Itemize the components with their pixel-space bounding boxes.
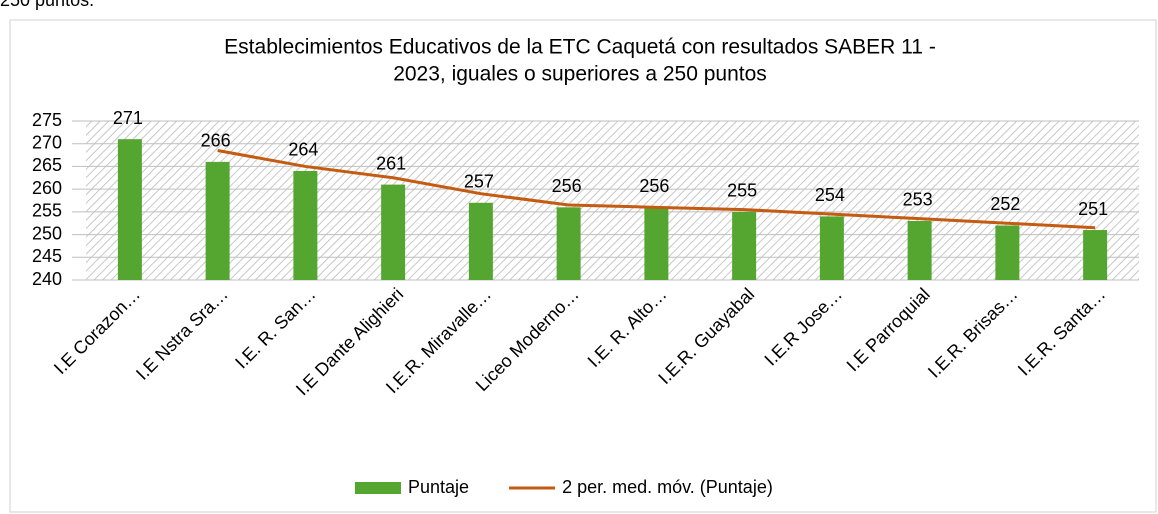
data-label: 264 [288, 140, 318, 160]
bar [293, 170, 318, 280]
bar [732, 211, 757, 280]
data-label: 251 [1078, 199, 1108, 219]
legend-label: Puntaje [408, 477, 469, 497]
legend-label: 2 per. med. móv. (Puntaje) [562, 477, 773, 497]
x-tick-label: I.E. R. San… [231, 284, 319, 372]
bar [381, 184, 406, 280]
data-label: 256 [639, 176, 669, 196]
y-tick-label: 255 [32, 201, 62, 221]
data-label: 257 [464, 172, 494, 192]
x-tick-label: I.E Parroquial [843, 284, 934, 375]
legend-swatch [355, 482, 401, 494]
y-tick-label: 270 [32, 132, 62, 152]
y-tick-label: 265 [32, 155, 62, 175]
chart-border [9, 19, 1157, 513]
chart-title: Establecimientos Educativos de la ETC Ca… [224, 36, 936, 59]
y-tick-label: 245 [32, 246, 62, 266]
data-label: 254 [815, 185, 845, 205]
data-label: 261 [376, 153, 406, 173]
bar [468, 202, 493, 280]
bar [995, 225, 1020, 280]
y-tick-label: 250 [32, 223, 62, 243]
moving-average-line [217, 149, 1096, 230]
data-label: 256 [552, 176, 582, 196]
bar [819, 216, 844, 280]
bar [907, 220, 932, 280]
plot-area [86, 121, 1139, 280]
caption: 250 puntos. [0, 0, 94, 10]
y-tick-label: 275 [32, 110, 62, 130]
data-label: 252 [990, 194, 1020, 214]
data-label: 271 [113, 108, 143, 128]
bar [556, 207, 581, 280]
data-label: 255 [727, 181, 757, 201]
x-tick-label: I.E.R. Brisas… [924, 284, 1022, 382]
x-tick-label: I.E. R. Alto… [584, 284, 671, 371]
chart-subtitle: 2023, iguales o superiores a 250 puntos [393, 63, 767, 86]
bar [1083, 230, 1108, 280]
x-tick-label: I.E Corazon… [50, 284, 144, 378]
bar [644, 207, 669, 280]
y-tick-label: 260 [32, 178, 62, 198]
x-tick-label: I.E.R. Guayabal [654, 284, 758, 388]
x-tick-label: I.E.R. Santa… [1014, 284, 1110, 380]
x-tick-label: I.E.R Jose… [760, 284, 846, 370]
data-label: 253 [903, 190, 933, 210]
data-label: 266 [201, 131, 231, 151]
y-tick-label: 240 [32, 269, 62, 289]
bar [205, 161, 230, 280]
x-tick-label: I.E Nstra Sra… [132, 284, 232, 384]
bar [117, 139, 142, 280]
